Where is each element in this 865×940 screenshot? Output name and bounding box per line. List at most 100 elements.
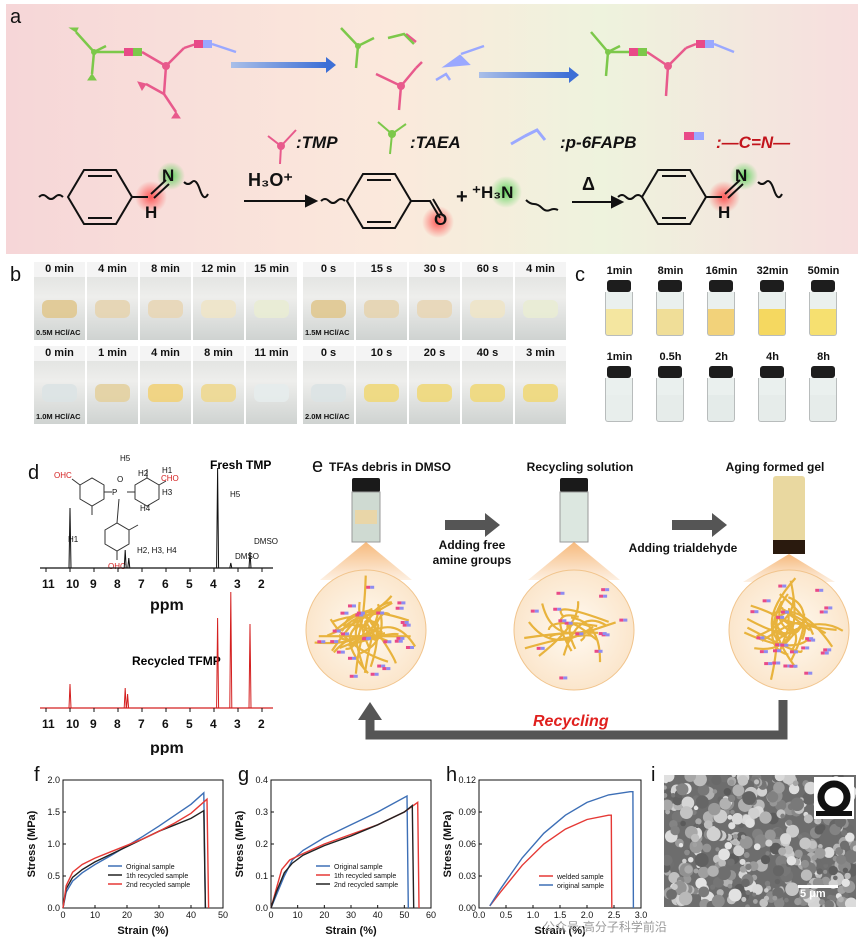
sem-particle [835,847,844,856]
sem-particle [718,859,726,867]
sem-particle [824,900,834,907]
vial-photo: 30 s [409,262,460,340]
x-tick-label: 50 [399,910,409,920]
crosslink-mark [345,632,350,636]
x-tick-label: 6 [162,577,169,591]
x-tick-label: 40 [186,910,196,920]
crosslink-mark [603,594,608,598]
crosslink-mark [394,639,399,643]
crosslink-mark [775,643,780,647]
x-tick-label: 1.0 [527,910,540,920]
sem-particle [664,793,668,798]
sem-particle [670,825,680,836]
x-tick-label: 9 [90,717,97,731]
concentration-label: 1.0M HCl/AC [36,412,81,421]
legend-entry: 1th recycled sample [126,873,188,880]
sem-particle [684,849,690,856]
crosslink-mark [366,585,371,589]
x-tick-label: 40 [373,910,383,920]
crosslink-mark [386,667,391,671]
sem-particle [754,779,760,785]
sem-particle [745,863,752,871]
vial-photo: 32min [748,264,797,342]
crosslink-mark [353,674,358,678]
crosslink-mark [370,672,375,676]
sem-particle [739,865,747,873]
network-intact [68,27,237,119]
vial-cap [760,366,784,378]
sem-particle [800,869,813,881]
recycled-spectrum-line [40,591,272,709]
reagent-h3o: H₃O⁺ [248,170,293,190]
y-tick-label: 0.4 [255,775,268,785]
crosslink-mark [773,649,778,653]
crosslink-mark [540,646,545,650]
sem-particle [728,888,742,902]
sem-particle [794,849,803,858]
crosslink-mark [332,629,337,633]
sem-particle [767,791,779,803]
atom-h-1: H [145,203,158,222]
sem-particle [694,853,709,868]
crosslink-mark [828,606,833,610]
crosslink-mark [344,611,349,615]
sem-particle [695,818,702,825]
crosslink-mark [406,623,411,627]
vial-photo: 8 min [193,346,244,424]
water-contact-angle-inset [814,777,854,819]
vial-time-label: 2h [697,350,746,365]
sem-particle [823,869,828,874]
sem-particle [681,796,695,810]
sample-blob [42,384,77,402]
x-tick-label: 3 [234,577,241,591]
sem-particle [784,845,794,855]
vial-photo: 0 s [303,346,354,424]
fiber [339,632,386,641]
x-tick-label: 60 [426,910,436,920]
sample-blob [417,300,452,318]
crosslink-mark [820,651,825,655]
panel-letter-i: i [651,764,656,786]
crosslink-mark [559,676,564,680]
amine-label: ⁺H₃N [472,183,514,202]
sem-particle [731,775,736,778]
sem-particle [764,829,776,841]
series-line [62,809,207,909]
sem-particle [680,820,686,827]
label-h5: H5 [120,455,131,463]
legend-entry: Original sample [334,864,383,871]
vial-photo: 1min [595,350,644,428]
vial-time-label: 8 min [193,346,244,361]
crosslink-mark [778,584,783,588]
crosslink-mark [381,664,386,668]
sample-blob [95,300,130,318]
sem-particle [845,832,855,842]
sem-particle [727,883,733,889]
vial-body [707,378,735,422]
sem-particle [745,818,755,828]
vial-time-label: 8 min [140,262,191,277]
vial-body [656,292,684,336]
sem-particle [799,886,812,899]
peak-label-dmso-2: DMSO [254,537,278,546]
crosslink-mark [374,672,379,676]
cho-left: OHC [54,471,72,480]
y-tick-label: 1.5 [47,807,60,817]
crosslink-mark [777,649,782,653]
vial-photo: 15 min [246,262,297,340]
recycled-x-label: ppm [150,740,184,755]
sem-particle [665,809,671,815]
sem-particle [774,878,781,885]
sem-particle [727,858,735,866]
crosslink-mark [787,664,792,668]
y-tick-label: 0.03 [458,871,476,881]
crosslink-mark [402,623,407,627]
sem-particle [778,847,787,856]
x-tick-label: 2 [258,577,265,591]
fiber [364,614,397,664]
legend-imine-icon [684,132,694,140]
sem-particle [716,866,731,881]
y-tick-label: 0.09 [458,807,476,817]
fiber [332,615,378,668]
x-tick-label: 4 [210,717,217,731]
